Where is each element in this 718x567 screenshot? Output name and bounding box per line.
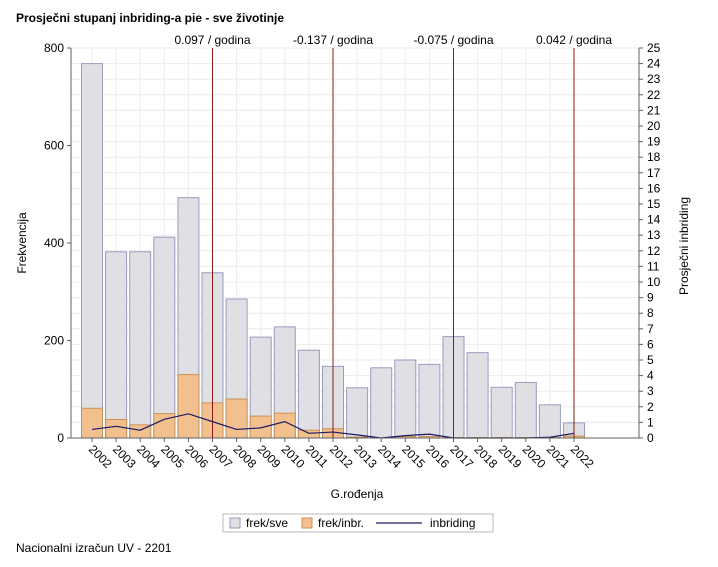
x-tick-label: 2019 (496, 442, 525, 471)
y2-tick-label: 24 (647, 57, 661, 71)
y2-tick-label: 15 (647, 197, 661, 211)
y2-tick-label: 19 (647, 135, 661, 149)
y2-tick-label: 4 (647, 369, 654, 383)
x-tick-label: 2015 (399, 442, 428, 471)
y2-tick-label: 2 (647, 400, 654, 414)
x-tick-label: 2007 (206, 442, 235, 471)
y2-tick-label: 14 (647, 213, 661, 227)
bar-frek-inbr- (297, 429, 320, 439)
legend-label: frek/inbr. (318, 516, 364, 530)
reference-line-label: 0.042 / godina (536, 33, 612, 47)
x-tick-label: 2013 (351, 442, 380, 471)
reference-line-label: -0.075 / godina (413, 33, 493, 47)
bar-frek-inbr- (177, 374, 200, 439)
x-axis-title: G.rođenja (331, 487, 384, 501)
x-tick-label: 2003 (110, 442, 139, 471)
bar-frek-sve (466, 352, 489, 439)
x-tick-label: 2005 (158, 442, 187, 471)
y-tick-label: 600 (44, 139, 64, 153)
x-tick-label: 2016 (423, 442, 452, 471)
y2-tick-label: 0 (647, 431, 654, 445)
y-axis-title: Frekvencija (15, 212, 29, 274)
y2-tick-label: 6 (647, 337, 654, 351)
chart-title: Prosječni stupanj inbriding-a pie - sve … (16, 11, 285, 25)
y-tick-label: 400 (44, 236, 64, 250)
y2-tick-label: 17 (647, 166, 661, 180)
y2-tick-label: 18 (647, 150, 661, 164)
bar-frek-sve (153, 236, 176, 439)
bar-frek-sve (514, 381, 537, 439)
y-tick-label: 0 (57, 431, 64, 445)
y2-tick-label: 7 (647, 322, 654, 336)
x-tick-label: 2014 (375, 442, 404, 471)
x-tick-label: 2009 (255, 442, 284, 471)
legend-label: inbriding (430, 516, 475, 530)
x-tick-label: 2022 (568, 442, 597, 471)
x-tick-label: 2008 (230, 442, 259, 471)
y-tick-label: 800 (44, 41, 64, 55)
bar-frek-sve (81, 63, 103, 439)
x-tick-label: 2020 (520, 442, 549, 471)
x-tick-label: 2021 (544, 442, 573, 471)
bar-frek-inbr- (225, 398, 248, 439)
bar-frek-sve (346, 387, 369, 439)
y2-tick-label: 1 (647, 415, 654, 429)
y2-tick-label: 20 (647, 119, 661, 133)
y2-tick-label: 5 (647, 353, 654, 367)
legend-box (222, 513, 494, 533)
x-tick-label: 2004 (134, 442, 163, 471)
y-tick-label: 200 (44, 334, 64, 348)
y2-tick-label: 22 (647, 88, 661, 102)
x-tick-label: 2002 (86, 442, 115, 471)
bar-frek-sve (418, 363, 441, 439)
bar-frek-sve (538, 404, 561, 439)
y2-tick-label: 21 (647, 103, 661, 117)
y2-axis-title: Prosječni inbriding (677, 197, 691, 295)
legend-label: frek/sve (246, 516, 288, 530)
x-tick-label: 2012 (327, 442, 356, 471)
bar-frek-inbr- (249, 415, 272, 439)
legend-swatch (229, 517, 241, 529)
y2-tick-label: 12 (647, 244, 661, 258)
bar-frek-sve (394, 359, 417, 439)
reference-line-label: 0.097 / godina (174, 33, 250, 47)
bar-frek-inbr- (81, 407, 103, 439)
footer-note: Nacionalni izračun UV - 2201 (16, 541, 172, 555)
x-tick-label: 2017 (447, 442, 476, 471)
bar-frek-sve (297, 349, 320, 439)
x-tick-label: 2010 (279, 442, 308, 471)
bar-frek-inbr- (105, 418, 128, 439)
legend-swatch (301, 517, 313, 529)
reference-line-label: -0.137 / godina (293, 33, 373, 47)
bar-frek-sve (105, 251, 128, 439)
x-tick-label: 2011 (303, 442, 331, 470)
y2-tick-label: 3 (647, 384, 654, 398)
y2-tick-label: 10 (647, 275, 661, 289)
bar-frek-sve (370, 367, 393, 439)
x-tick-label: 2018 (471, 442, 500, 471)
bar-frek-sve (490, 386, 513, 439)
bar-frek-sve (129, 251, 152, 439)
y2-tick-label: 23 (647, 72, 661, 86)
y2-tick-label: 25 (647, 41, 661, 55)
y2-tick-label: 16 (647, 181, 661, 195)
y2-tick-label: 11 (647, 259, 660, 273)
y2-tick-label: 8 (647, 306, 654, 320)
y2-tick-label: 13 (647, 228, 661, 242)
y2-tick-label: 9 (647, 291, 654, 305)
x-tick-label: 2006 (182, 442, 211, 471)
